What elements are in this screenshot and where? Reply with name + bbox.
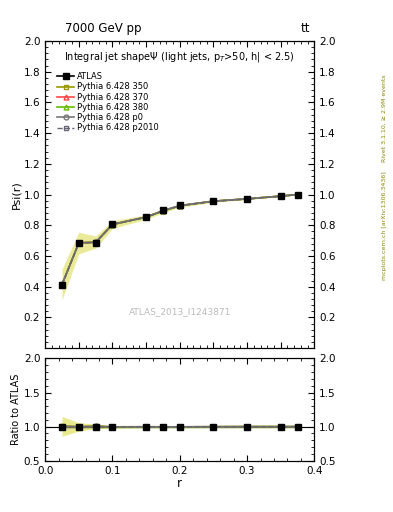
Y-axis label: Psi(r): Psi(r): [11, 180, 21, 209]
Legend: ATLAS, Pythia 6.428 350, Pythia 6.428 370, Pythia 6.428 380, Pythia 6.428 p0, Py: ATLAS, Pythia 6.428 350, Pythia 6.428 37…: [55, 70, 162, 135]
Text: mcplots.cern.ch [arXiv:1306.3436]: mcplots.cern.ch [arXiv:1306.3436]: [382, 171, 387, 280]
Text: Rivet 3.1.10, ≥ 2.9M events: Rivet 3.1.10, ≥ 2.9M events: [382, 74, 387, 162]
X-axis label: r: r: [177, 477, 182, 490]
Text: Integral jet shapeΨ (light jets, p$_T$>50, h| < 2.5): Integral jet shapeΨ (light jets, p$_T$>5…: [64, 50, 295, 64]
Text: 7000 GeV pp: 7000 GeV pp: [65, 22, 141, 35]
Y-axis label: Ratio to ATLAS: Ratio to ATLAS: [11, 374, 21, 445]
Text: tt: tt: [301, 22, 310, 35]
Text: ATLAS_2013_I1243871: ATLAS_2013_I1243871: [129, 307, 231, 316]
